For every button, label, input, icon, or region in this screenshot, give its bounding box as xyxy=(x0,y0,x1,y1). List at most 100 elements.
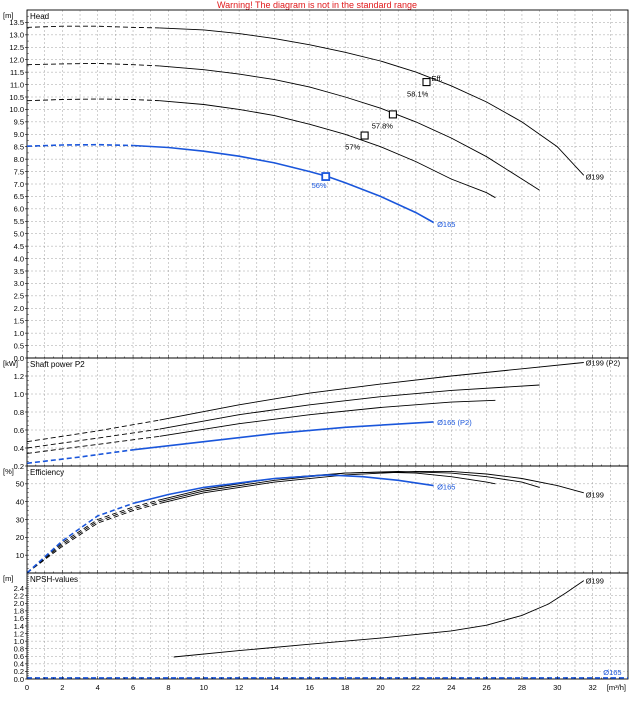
y-tick-label: 20 xyxy=(16,533,24,542)
series-line xyxy=(159,471,496,501)
x-tick-label: 18 xyxy=(341,683,349,692)
x-tick-label: 8 xyxy=(166,683,170,692)
y-axis-unit: [%] xyxy=(3,467,14,476)
y-tick-label: 1.0 xyxy=(14,390,24,399)
y-tick-label: 2.0 xyxy=(14,304,24,313)
y-tick-label: 12.5 xyxy=(9,43,24,52)
efficiency-marker xyxy=(388,110,397,119)
x-tick-label: 12 xyxy=(235,683,243,692)
y-tick-label: 1.2 xyxy=(14,629,24,638)
y-tick-label: 0.2 xyxy=(14,667,24,676)
y-tick-label: 10.5 xyxy=(9,93,24,102)
y-tick-label: 1.2 xyxy=(14,372,24,381)
curve-annotation: Ø165 xyxy=(437,220,455,229)
curve-annotation: Ø199 xyxy=(586,577,604,586)
series-line xyxy=(159,470,584,504)
y-tick-label: 9.0 xyxy=(14,130,24,139)
y-axis-unit: [kW] xyxy=(3,359,18,368)
x-tick-label: 28 xyxy=(518,683,526,692)
y-tick-label: 10.0 xyxy=(9,105,24,114)
y-tick-label: 12.0 xyxy=(9,56,24,65)
y-tick-label: 10 xyxy=(16,551,24,560)
y-tick-label: 40 xyxy=(16,497,24,506)
y-tick-label: 6.0 xyxy=(14,205,24,214)
y-tick-label: 8.0 xyxy=(14,155,24,164)
efficiency-marker xyxy=(360,131,369,140)
panel-title: Head xyxy=(30,12,49,21)
y-tick-label: 1.5 xyxy=(14,317,24,326)
series-line-dashed xyxy=(26,98,160,102)
y-tick-label: 0.6 xyxy=(14,652,24,661)
x-axis-unit: [m³/h] xyxy=(607,683,626,692)
series-line-dashed xyxy=(26,502,160,574)
curve-annotation: 56% xyxy=(312,181,327,190)
series-line xyxy=(133,421,434,451)
series-line-dashed xyxy=(26,143,134,147)
y-tick-label: 3.0 xyxy=(14,279,24,288)
curve-annotation: Ø199 xyxy=(586,491,604,500)
y-tick-label: 2.0 xyxy=(14,599,24,608)
curve-annotation: 57.8% xyxy=(372,122,394,131)
y-tick-label: 2.4 xyxy=(14,584,24,593)
series-line xyxy=(159,100,496,199)
curve-annotation: 57% xyxy=(345,143,360,152)
curve-annotation: 58.1% xyxy=(407,89,429,98)
curve-annotation: Ø165 xyxy=(437,483,455,492)
series-line-dashed xyxy=(26,435,160,454)
warning-banner: Warning! The diagram is not in the stand… xyxy=(216,0,418,10)
x-tick-label: 10 xyxy=(200,683,208,692)
panel-title: Shaft power P2 xyxy=(30,360,85,369)
y-tick-label: 0.2 xyxy=(14,462,24,471)
series-line xyxy=(132,474,434,505)
y-tick-label: 11.5 xyxy=(10,68,24,77)
y-tick-label: 0.8 xyxy=(14,645,24,654)
x-tick-label: 26 xyxy=(482,683,490,692)
x-tick-label: 16 xyxy=(306,683,314,692)
y-tick-label: 0.0 xyxy=(14,675,24,684)
series-line xyxy=(159,27,585,176)
y-tick-label: 13.5 xyxy=(9,18,24,27)
panel-title: Efficiency xyxy=(30,468,64,477)
series-line xyxy=(133,144,434,224)
y-tick-label: 11.0 xyxy=(10,80,24,89)
y-tick-label: 1.6 xyxy=(14,614,24,623)
curve-annotation: Ø199 xyxy=(586,173,604,182)
y-tick-label: 2.5 xyxy=(14,292,24,301)
series-line xyxy=(159,362,584,421)
y-tick-label: 4.5 xyxy=(14,242,24,251)
x-tick-label: 30 xyxy=(553,683,561,692)
series-line-dashed xyxy=(26,428,160,449)
x-tick-label: 0 xyxy=(25,683,29,692)
y-tick-label: 9.5 xyxy=(14,118,24,127)
series-line xyxy=(159,470,540,503)
y-tick-label: 4.0 xyxy=(14,254,24,263)
x-tick-label: 32 xyxy=(588,683,596,692)
y-tick-label: 0.6 xyxy=(14,426,24,435)
curve-annotation: Ø165 (P2) xyxy=(437,418,472,427)
series-line-dashed xyxy=(26,449,134,465)
series-line-dashed xyxy=(26,499,160,574)
y-tick-label: 0.5 xyxy=(14,341,24,350)
series-line xyxy=(173,580,585,658)
series-line xyxy=(159,384,540,430)
y-tick-label: 1.8 xyxy=(14,607,24,616)
curve-annotation: Ø165 xyxy=(603,668,621,677)
x-tick-label: 2 xyxy=(60,683,64,692)
y-tick-label: 5.0 xyxy=(14,230,24,239)
y-axis-unit: [m] xyxy=(3,574,13,583)
y-tick-label: 5.5 xyxy=(14,217,24,226)
y-tick-label: 0.0 xyxy=(14,354,24,363)
y-tick-label: 30 xyxy=(16,515,24,524)
y-tick-label: 2.2 xyxy=(14,592,24,601)
y-tick-label: 7.5 xyxy=(14,167,24,176)
x-tick-label: 20 xyxy=(376,683,384,692)
y-tick-label: 13.0 xyxy=(9,31,24,40)
y-tick-label: 6.5 xyxy=(14,192,24,201)
x-tick-label: 14 xyxy=(270,683,278,692)
efficiency-marker xyxy=(422,78,431,87)
y-axis-unit: [m] xyxy=(3,11,13,20)
series-line xyxy=(159,65,540,191)
y-tick-label: 8.5 xyxy=(14,143,24,152)
